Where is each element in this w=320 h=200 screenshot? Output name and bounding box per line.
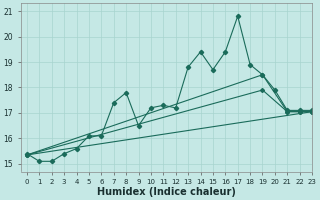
X-axis label: Humidex (Indice chaleur): Humidex (Indice chaleur)	[97, 187, 236, 197]
